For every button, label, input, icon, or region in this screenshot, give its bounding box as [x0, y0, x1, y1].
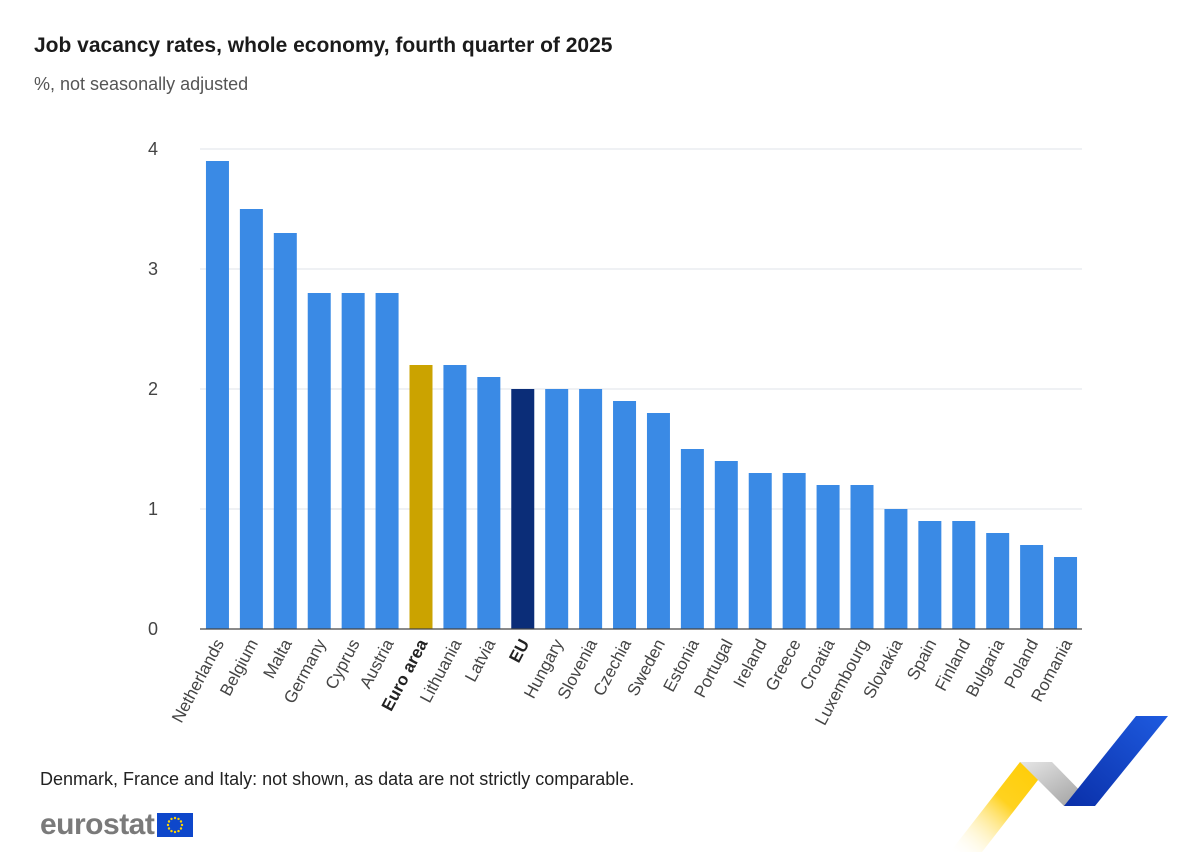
- chart-title: Job vacancy rates, whole economy, fourth…: [34, 34, 613, 57]
- bar-austria[interactable]: [375, 293, 399, 629]
- x-tick-label: Malta: [260, 635, 297, 681]
- bar-hungary[interactable]: [545, 389, 569, 629]
- bar-latvia[interactable]: [477, 377, 501, 629]
- decorative-arrow-icon: [950, 716, 1168, 852]
- y-tick-label: 2: [148, 379, 158, 399]
- bar-portugal[interactable]: [714, 461, 738, 629]
- bar-cyprus[interactable]: [341, 293, 365, 629]
- bar-finland[interactable]: [952, 521, 976, 629]
- chart-subtitle: %, not seasonally adjusted: [34, 74, 249, 94]
- bar-czechia[interactable]: [613, 401, 637, 629]
- bar-romania[interactable]: [1054, 557, 1078, 629]
- bar-croatia[interactable]: [816, 485, 840, 629]
- footnote: Denmark, France and Italy: not shown, as…: [40, 769, 635, 789]
- y-tick-label: 3: [148, 259, 158, 279]
- eu-flag-icon: [157, 813, 194, 837]
- bar-greece[interactable]: [782, 473, 806, 629]
- bar-ireland[interactable]: [748, 473, 772, 629]
- y-tick-label: 1: [148, 499, 158, 519]
- bar-spain[interactable]: [918, 521, 942, 629]
- bar-chart: 01234NetherlandsBelgiumMaltaGermanyCypru…: [148, 139, 1082, 728]
- bar-slovakia[interactable]: [884, 509, 908, 629]
- bar-bulgaria[interactable]: [986, 533, 1010, 629]
- bar-luxembourg[interactable]: [850, 485, 874, 629]
- bar-estonia[interactable]: [680, 449, 704, 629]
- x-tick-label: Spain: [903, 636, 940, 683]
- y-tick-label: 4: [148, 139, 158, 159]
- bar-eu[interactable]: [511, 389, 535, 629]
- logo-text: eurostat: [40, 808, 155, 841]
- bar-germany[interactable]: [307, 293, 331, 629]
- y-tick-label: 0: [148, 619, 158, 639]
- x-tick-label: Netherlands: [168, 636, 228, 726]
- x-tick-label: Latvia: [461, 635, 499, 684]
- x-tick-label: EU: [505, 636, 533, 666]
- bar-belgium[interactable]: [239, 209, 263, 629]
- bar-lithuania[interactable]: [443, 365, 467, 629]
- bar-euro-area[interactable]: [409, 365, 433, 629]
- bar-netherlands[interactable]: [205, 161, 229, 629]
- bar-slovenia[interactable]: [579, 389, 603, 629]
- bar-sweden[interactable]: [646, 413, 670, 629]
- bar-poland[interactable]: [1020, 545, 1044, 629]
- eurostat-logo: eurostat: [40, 808, 194, 842]
- bar-malta[interactable]: [273, 233, 297, 629]
